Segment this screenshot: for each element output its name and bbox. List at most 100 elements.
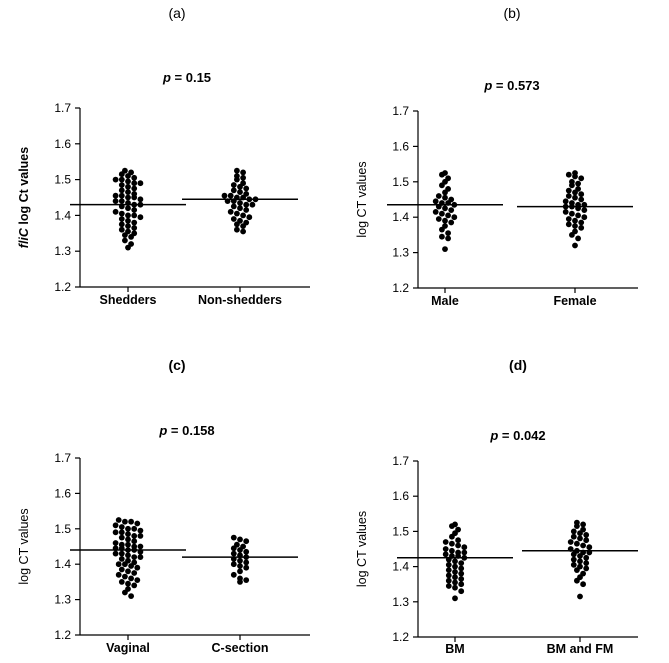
data-point — [448, 219, 455, 226]
y-tick-label: 1.3 — [54, 593, 71, 607]
data-point — [243, 201, 250, 208]
data-point — [112, 176, 119, 183]
data-point — [237, 205, 243, 212]
data-point — [570, 561, 577, 568]
data-point — [118, 556, 125, 562]
y-tick-label: 1.2 — [392, 281, 409, 295]
data-point — [243, 559, 250, 566]
data-point — [449, 523, 455, 529]
data-point — [230, 187, 237, 194]
data-point — [461, 544, 468, 551]
data-point — [112, 208, 119, 215]
data-point — [455, 542, 461, 549]
data-point — [230, 571, 237, 578]
data-point — [243, 548, 250, 555]
y-tick-label: 1.7 — [54, 101, 71, 115]
data-point — [432, 209, 439, 215]
data-point — [118, 198, 125, 205]
data-point — [115, 571, 122, 578]
data-point — [583, 560, 590, 566]
y-tick-label: 1.3 — [392, 595, 409, 609]
data-point — [125, 552, 131, 559]
data-point — [439, 210, 445, 217]
data-point — [572, 223, 578, 229]
data-point — [118, 171, 125, 178]
data-point — [131, 554, 138, 560]
category-label: Non-shedders — [198, 293, 282, 307]
data-point — [569, 210, 575, 217]
data-point — [445, 572, 452, 579]
y-tick-label: 1.4 — [392, 210, 409, 224]
data-point — [230, 182, 237, 188]
data-point — [445, 567, 452, 573]
panel-0: (a) p = 0.15 1.2 1.3 1.4 1.5 1.6 1.7 Shedders Non… — [17, 5, 310, 307]
data-point — [125, 568, 131, 575]
data-point — [449, 533, 455, 540]
data-point — [237, 579, 243, 585]
data-point — [577, 558, 583, 565]
data-point — [118, 566, 125, 573]
data-point — [118, 182, 125, 188]
data-point — [237, 547, 243, 553]
data-point — [118, 221, 125, 228]
data-point — [565, 216, 572, 222]
data-point — [574, 577, 580, 584]
data-point — [580, 521, 586, 528]
data-point — [125, 212, 131, 219]
y-axis-label: log CT values — [355, 511, 369, 587]
data-point — [249, 201, 256, 208]
y-tick-label: 1.2 — [54, 280, 71, 294]
data-point — [448, 207, 455, 214]
data-point — [442, 551, 449, 558]
data-point — [134, 577, 141, 583]
data-point — [115, 517, 122, 523]
data-point — [445, 212, 451, 219]
data-point — [458, 588, 465, 595]
data-point — [125, 525, 131, 532]
y-tick-label: 1.4 — [54, 208, 71, 222]
data-point — [137, 214, 144, 221]
data-point — [458, 565, 465, 572]
y-tick-label: 1.5 — [392, 524, 409, 538]
data-point — [580, 542, 586, 549]
y-tick-label: 1.2 — [54, 628, 71, 642]
data-point — [230, 545, 237, 552]
y-axis-label: log CT values — [355, 161, 369, 237]
data-point — [125, 217, 131, 224]
data-point — [445, 583, 452, 589]
data-point — [455, 537, 461, 544]
y-tick-label: 1.2 — [392, 630, 409, 644]
y-tick-label: 1.4 — [54, 557, 71, 571]
data-point — [581, 214, 588, 221]
panel-label: (b) — [503, 5, 520, 21]
y-tick-label: 1.4 — [392, 560, 409, 574]
data-point — [581, 207, 588, 214]
data-point — [112, 540, 119, 546]
data-point — [435, 193, 442, 199]
data-point — [243, 207, 250, 213]
data-point — [237, 200, 243, 206]
data-point — [234, 176, 240, 183]
data-point — [131, 533, 138, 539]
data-point — [125, 541, 131, 548]
data-point — [234, 221, 240, 228]
data-point — [583, 537, 590, 544]
data-point — [131, 582, 138, 589]
data-point — [439, 226, 445, 233]
data-point — [122, 232, 128, 239]
data-point — [118, 216, 125, 222]
data-point — [565, 193, 572, 199]
data-point — [439, 182, 445, 189]
data-point — [452, 584, 458, 591]
data-point — [570, 533, 577, 540]
panel-3: (d) p = 0.042 1.2 1.3 1.4 1.5 1.6 1.7 BM BM and F… — [355, 357, 638, 656]
data-point — [562, 198, 569, 205]
data-point — [234, 226, 240, 233]
data-point — [237, 183, 243, 190]
data-point — [125, 189, 131, 196]
data-point — [227, 192, 234, 199]
data-point — [240, 228, 247, 235]
data-point — [572, 217, 578, 224]
data-point — [118, 524, 125, 530]
